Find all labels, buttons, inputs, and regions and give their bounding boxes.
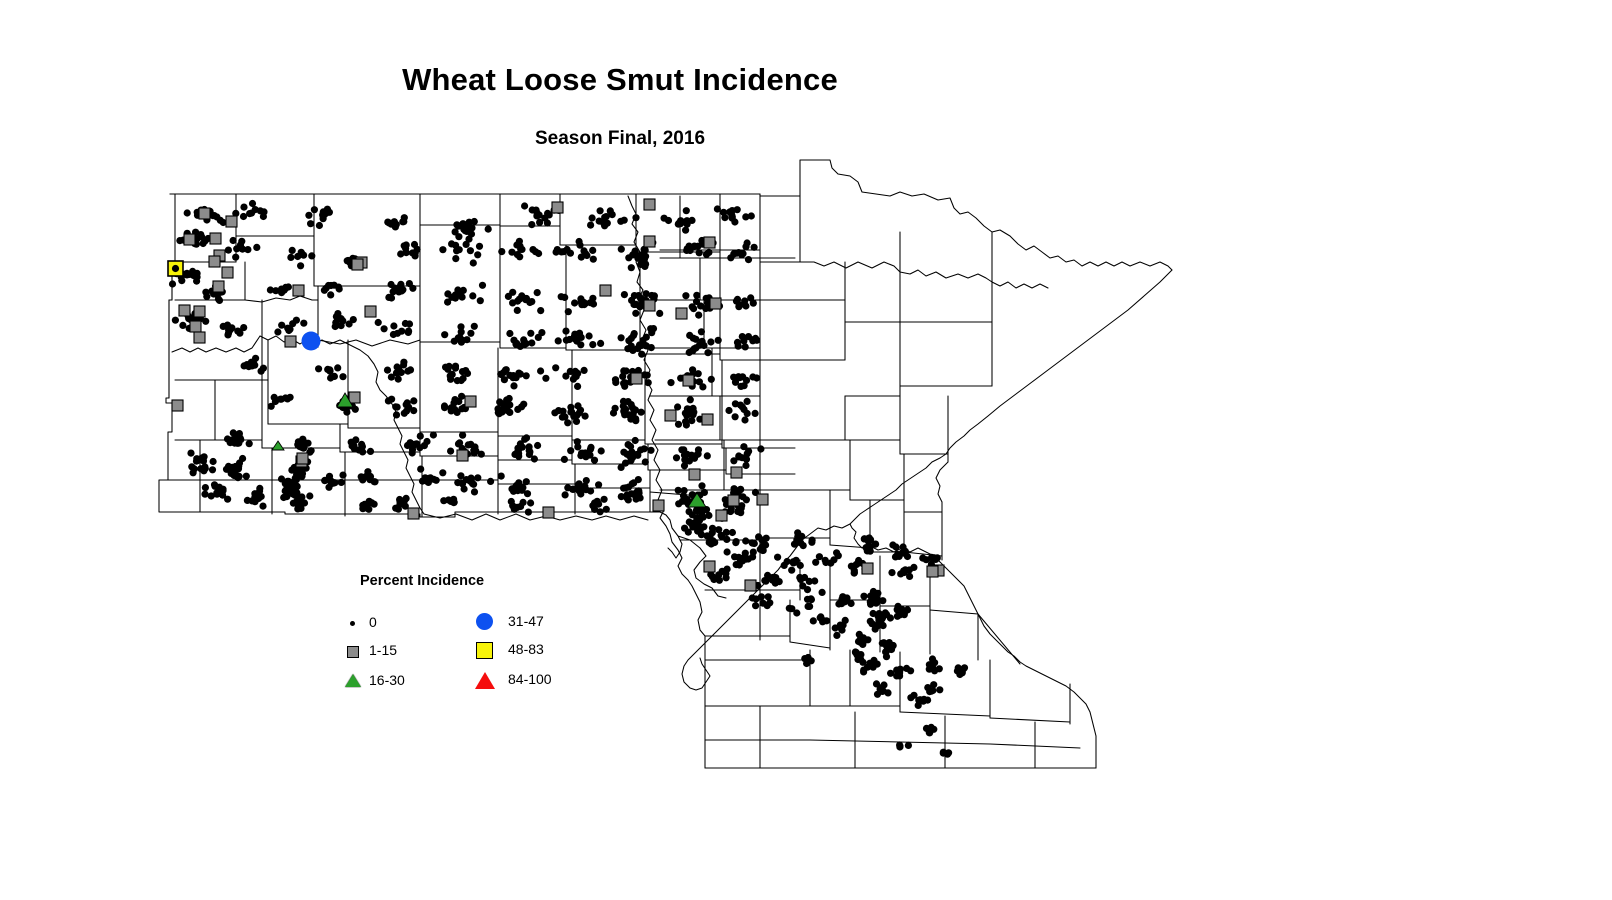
legend-swatch-green-triangle-icon [342, 670, 364, 692]
data-points-48-83 [167, 260, 184, 277]
legend-label-84-100: 84-100 [508, 671, 552, 687]
legend-label-16-30: 16-30 [369, 672, 405, 688]
data-points-1-15 [171, 198, 945, 592]
legend-label-0: 0 [369, 614, 377, 630]
legend-swatch-yellow-square-icon [474, 639, 496, 661]
data-points-zero [168, 199, 969, 758]
legend-swatch-black-dot-icon [342, 612, 364, 634]
data-points-16-30 [271, 392, 707, 508]
legend-swatch-red-triangle-icon [474, 669, 496, 691]
legend-label-48-83: 48-83 [508, 641, 544, 657]
legend-title: Percent Incidence [360, 573, 485, 589]
legend-label-1-15: 1-15 [369, 642, 398, 658]
legend: Percent Incidence 0 1-15 16-30 31-47 48-… [336, 568, 596, 698]
state-outlines [158, 159, 1173, 769]
page-subtitle: Season Final, 2016 [534, 128, 706, 149]
page-title: Wheat Loose Smut Incidence [402, 62, 838, 97]
legend-label-31-47: 31-47 [508, 613, 544, 629]
data-points-31-47 [301, 331, 321, 351]
legend-swatch-blue-circle-icon [474, 611, 496, 633]
legend-swatch-gray-square-icon [342, 640, 364, 662]
